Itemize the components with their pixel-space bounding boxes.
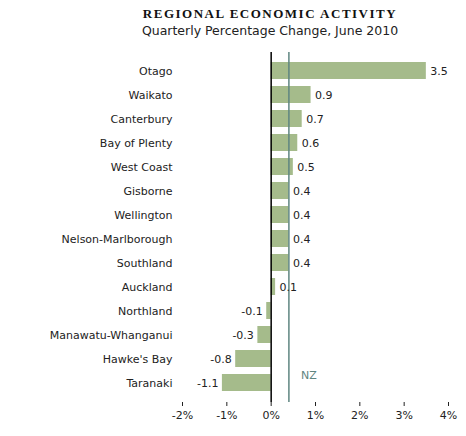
svg-text:0%: 0% bbox=[262, 409, 279, 422]
svg-text:Manawatu-Whanganui: Manawatu-Whanganui bbox=[50, 329, 173, 342]
svg-text:-0.1: -0.1 bbox=[241, 305, 262, 318]
svg-text:Waikato: Waikato bbox=[129, 89, 173, 102]
svg-text:-0.3: -0.3 bbox=[232, 329, 253, 342]
svg-text:4%: 4% bbox=[440, 409, 457, 422]
html-text:REGIONAL ECONOMIC ACTIVITY: REGIONAL ECONOMIC ACTIVITY bbox=[142, 6, 398, 21]
svg-text:Bay of Plenty: Bay of Plenty bbox=[100, 137, 173, 150]
svg-text:Canterbury: Canterbury bbox=[111, 113, 173, 126]
svg-text:0.6: 0.6 bbox=[302, 137, 320, 150]
svg-text:Northland: Northland bbox=[118, 305, 173, 318]
svg-text:Otago: Otago bbox=[139, 65, 173, 78]
svg-text:Auckland: Auckland bbox=[122, 281, 173, 294]
svg-text:0.9: 0.9 bbox=[315, 89, 333, 102]
svg-text:3%: 3% bbox=[395, 409, 412, 422]
svg-text:-1.1: -1.1 bbox=[197, 377, 218, 390]
svg-text:2%: 2% bbox=[351, 409, 368, 422]
svg-text:0.4: 0.4 bbox=[293, 209, 311, 222]
html-text:Quarterly Percentage Change, J: Quarterly Percentage Change, June 2010 bbox=[141, 23, 399, 38]
svg-text:Gisborne: Gisborne bbox=[123, 185, 172, 198]
svg-text:NZ: NZ bbox=[301, 369, 317, 382]
svg-text:0.1: 0.1 bbox=[280, 281, 298, 294]
svg-text:West Coast: West Coast bbox=[111, 161, 173, 174]
svg-text:-0.8: -0.8 bbox=[210, 353, 231, 366]
svg-text:Taranaki: Taranaki bbox=[125, 377, 172, 390]
svg-text:0.4: 0.4 bbox=[293, 185, 311, 198]
svg-text:1%: 1% bbox=[307, 409, 324, 422]
svg-text:Hawke's Bay: Hawke's Bay bbox=[103, 353, 173, 366]
svg-text:0.4: 0.4 bbox=[293, 233, 311, 246]
svg-text:0.5: 0.5 bbox=[297, 161, 315, 174]
svg-text:-1%: -1% bbox=[216, 409, 237, 422]
svg-text:0.7: 0.7 bbox=[306, 113, 324, 126]
svg-text:Wellington: Wellington bbox=[114, 209, 172, 222]
svg-text:Southland: Southland bbox=[117, 257, 173, 270]
svg-text:-2%: -2% bbox=[172, 409, 193, 422]
svg-text:Nelson-Marlborough: Nelson-Marlborough bbox=[62, 233, 173, 246]
svg-text:0.4: 0.4 bbox=[293, 257, 311, 270]
svg-text:3.5: 3.5 bbox=[430, 65, 448, 78]
